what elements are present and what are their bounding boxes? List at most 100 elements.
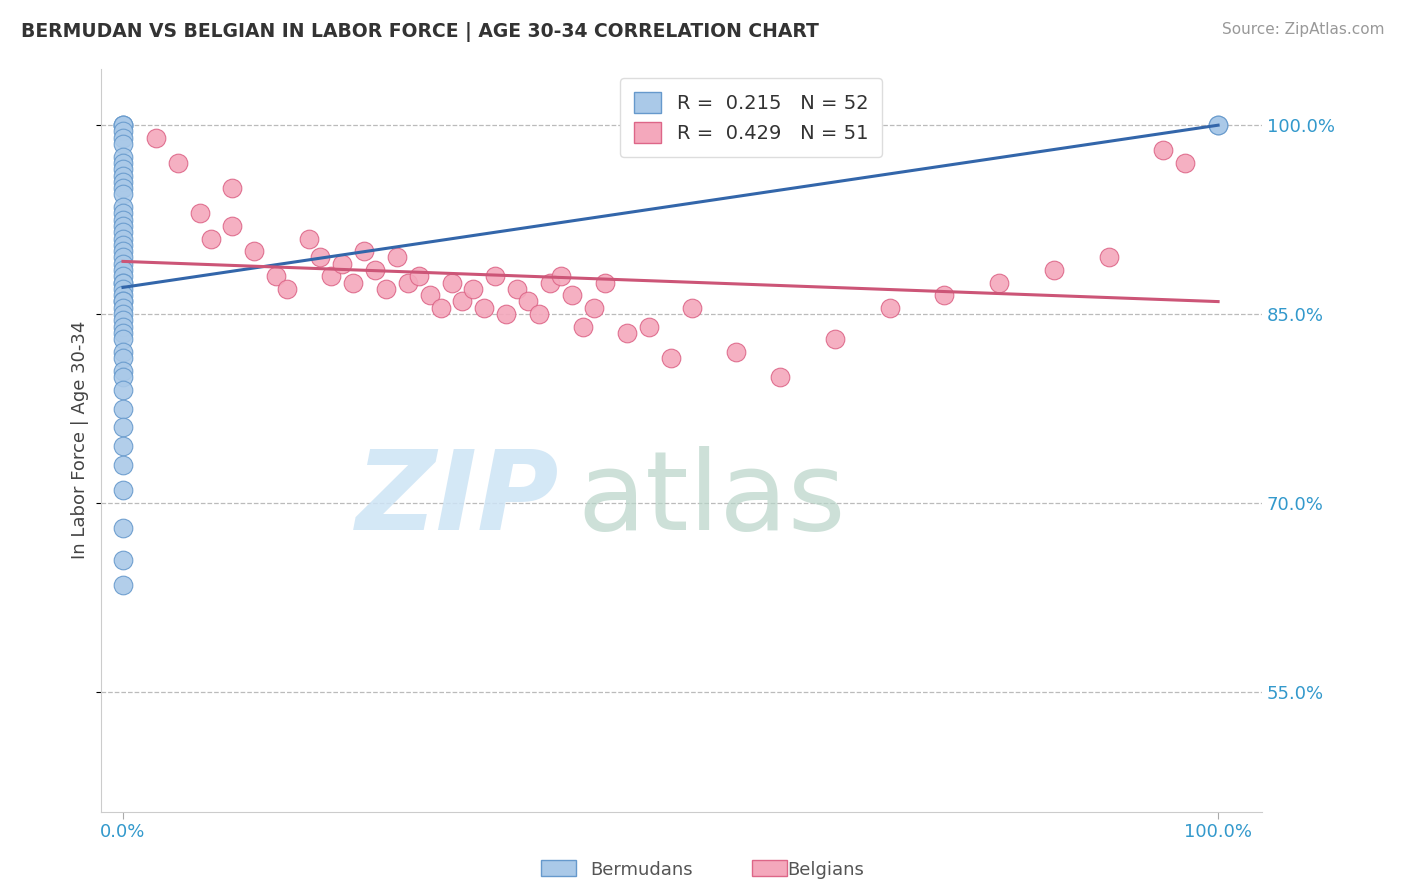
Point: [111, 276, 134, 290]
Point: [396, 276, 419, 290]
Point: [111, 269, 134, 284]
Point: [111, 294, 134, 309]
Y-axis label: In Labor Force | Age 30-34: In Labor Force | Age 30-34: [72, 321, 89, 559]
Point: [111, 237, 134, 252]
Point: [527, 307, 550, 321]
Point: [517, 294, 540, 309]
Point: [111, 552, 134, 566]
Point: [408, 269, 430, 284]
Point: [111, 200, 134, 214]
Point: [111, 332, 134, 346]
Point: [1206, 118, 1229, 132]
Point: [934, 288, 956, 302]
Point: [111, 219, 134, 233]
Point: [111, 162, 134, 177]
Point: [769, 370, 792, 384]
Point: [582, 301, 605, 315]
Point: [1097, 251, 1119, 265]
Point: [111, 326, 134, 340]
Point: [111, 344, 134, 359]
Point: [111, 307, 134, 321]
Point: [166, 156, 188, 170]
Point: [550, 269, 572, 284]
Point: [111, 257, 134, 271]
Point: [111, 118, 134, 132]
Point: [111, 118, 134, 132]
Point: [463, 282, 485, 296]
Point: [111, 483, 134, 498]
Point: [111, 578, 134, 592]
Point: [506, 282, 529, 296]
Text: Belgians: Belgians: [787, 861, 865, 879]
Point: [111, 187, 134, 202]
Point: [111, 439, 134, 453]
Point: [111, 351, 134, 366]
Point: [111, 169, 134, 183]
Point: [200, 231, 222, 245]
Point: [484, 269, 506, 284]
Point: [111, 364, 134, 378]
Point: [298, 231, 321, 245]
Point: [111, 251, 134, 265]
Text: BERMUDAN VS BELGIAN IN LABOR FORCE | AGE 30-34 CORRELATION CHART: BERMUDAN VS BELGIAN IN LABOR FORCE | AGE…: [21, 22, 818, 42]
Point: [385, 251, 408, 265]
Point: [111, 458, 134, 473]
Point: [111, 225, 134, 239]
Point: [374, 282, 396, 296]
Text: ZIP: ZIP: [356, 446, 560, 553]
Point: [111, 263, 134, 277]
Text: Bermudans: Bermudans: [591, 861, 693, 879]
Point: [243, 244, 266, 259]
Point: [111, 313, 134, 327]
Point: [879, 301, 901, 315]
Point: [353, 244, 375, 259]
Point: [538, 276, 561, 290]
Point: [988, 276, 1011, 290]
Point: [451, 294, 474, 309]
Point: [319, 269, 342, 284]
Point: [637, 319, 659, 334]
Point: [111, 276, 134, 290]
Point: [221, 181, 243, 195]
Point: [111, 319, 134, 334]
Point: [145, 130, 167, 145]
Point: [1043, 263, 1066, 277]
Legend: R =  0.215   N = 52, R =  0.429   N = 51: R = 0.215 N = 52, R = 0.429 N = 51: [620, 78, 882, 157]
Point: [440, 276, 463, 290]
Point: [472, 301, 495, 315]
Point: [342, 276, 364, 290]
Point: [111, 206, 134, 220]
Point: [330, 257, 353, 271]
Point: [111, 124, 134, 138]
Point: [659, 351, 682, 366]
Point: [111, 383, 134, 397]
Point: [111, 175, 134, 189]
Point: [111, 301, 134, 315]
Point: [111, 521, 134, 535]
Point: [616, 326, 638, 340]
Point: [561, 288, 583, 302]
Point: [111, 130, 134, 145]
Point: [111, 181, 134, 195]
Point: [111, 156, 134, 170]
Point: [111, 401, 134, 416]
Point: [593, 276, 616, 290]
Point: [111, 231, 134, 245]
Point: [1152, 144, 1174, 158]
Point: [681, 301, 703, 315]
Point: [221, 219, 243, 233]
Point: [111, 288, 134, 302]
Point: [309, 251, 332, 265]
Point: [266, 269, 288, 284]
Point: [419, 288, 441, 302]
Point: [1206, 118, 1229, 132]
Point: [111, 294, 134, 309]
Point: [1174, 156, 1197, 170]
Point: [495, 307, 517, 321]
Point: [824, 332, 846, 346]
Point: [572, 319, 595, 334]
Point: [111, 137, 134, 152]
Point: [188, 206, 211, 220]
Text: Source: ZipAtlas.com: Source: ZipAtlas.com: [1222, 22, 1385, 37]
Point: [111, 150, 134, 164]
